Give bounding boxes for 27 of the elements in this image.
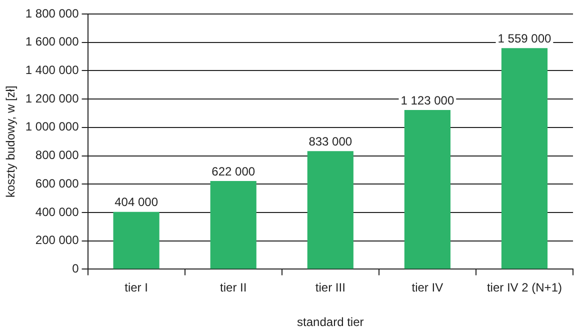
bar xyxy=(113,212,160,269)
data-label: 404 000 xyxy=(114,195,158,210)
bar xyxy=(404,110,450,269)
x-tick-label: tier IV 2 (N+1) xyxy=(486,280,562,295)
bar xyxy=(501,48,548,269)
bar xyxy=(210,181,256,269)
y-tick-label: 1 800 000 xyxy=(25,6,80,20)
x-tick-label: tier I xyxy=(124,280,148,295)
data-label: 833 000 xyxy=(308,134,352,148)
data-label: 1 559 000 xyxy=(498,31,552,46)
y-tick-label: 1 200 000 xyxy=(25,91,80,106)
y-axis-title: koszty budowy, w [zł] xyxy=(4,86,18,198)
y-tick-label: 400 000 xyxy=(35,204,80,219)
y-tick-label: 600 000 xyxy=(35,176,80,190)
x-tick-label: tier II xyxy=(220,280,247,295)
bar xyxy=(307,151,354,269)
y-tick-label: 1 400 000 xyxy=(25,63,80,78)
data-label: 622 000 xyxy=(212,164,256,178)
x-axis-title: standard tier xyxy=(297,315,364,330)
data-label: 1 123 000 xyxy=(400,93,454,108)
y-tick-label: 200 000 xyxy=(35,233,80,248)
x-tick-label: tier III xyxy=(315,280,346,295)
y-tick-label: 1 600 000 xyxy=(25,34,80,49)
y-tick-label: 0 xyxy=(72,262,80,276)
y-tick-label: 800 000 xyxy=(35,148,80,162)
x-tick-label: tier IV xyxy=(412,280,444,295)
y-tick-label: 1 000 000 xyxy=(25,120,80,134)
